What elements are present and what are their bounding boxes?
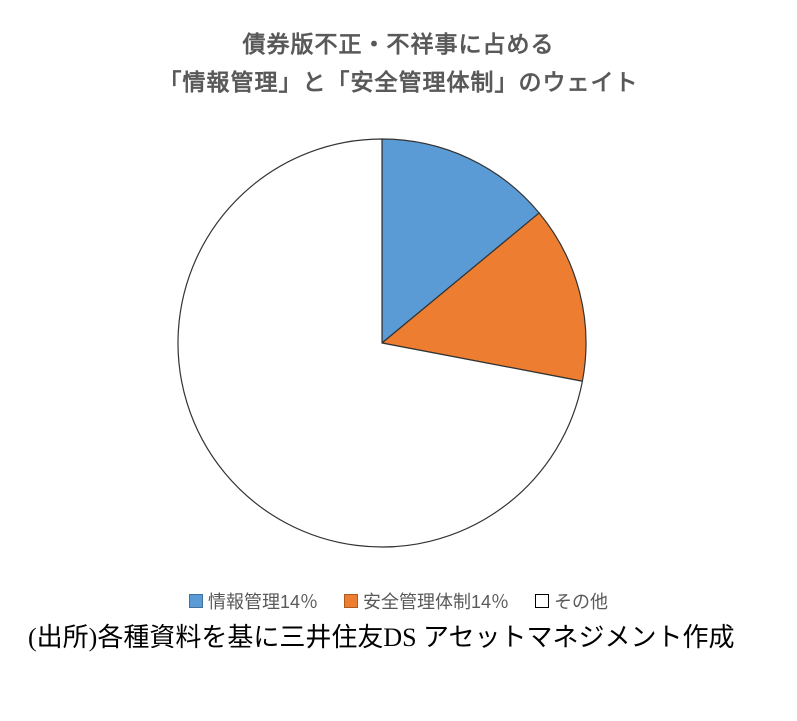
pie-slice-情報管理 bbox=[381, 138, 540, 344]
chart-title: 債券版不正・不祥事に占める 「情報管理」と「安全管理体制」のウェイト bbox=[0, 25, 797, 101]
pie-svg bbox=[177, 138, 587, 548]
chart-title-line1: 債券版不正・不祥事に占める bbox=[242, 31, 555, 57]
legend-swatch-anzen-kanri-taisei bbox=[344, 594, 358, 608]
legend-swatch-joho-kanri bbox=[188, 594, 203, 608]
legend: 情報管理14％ 安全管理体制14％ その他 bbox=[0, 588, 797, 614]
legend-item-joho-kanri: 情報管理14％ bbox=[188, 588, 318, 614]
legend-item-sonota: その他 bbox=[535, 588, 608, 614]
chart-title-line2: 「情報管理」と「安全管理体制」のウェイト bbox=[158, 69, 639, 95]
legend-label-joho-kanri: 情報管理14％ bbox=[207, 592, 318, 612]
pie-slice-その他 bbox=[177, 138, 583, 548]
legend-swatch-sonota bbox=[535, 594, 550, 608]
pie-slice-安全管理体制 bbox=[381, 212, 587, 382]
legend-item-anzen-kanri-taisei: 安全管理体制14％ bbox=[344, 588, 509, 614]
legend-label-sonota: その他 bbox=[554, 592, 609, 612]
pie-chart bbox=[170, 131, 594, 555]
source-note: (出所)各種資料を基に三井住友DS アセットマネジメント作成 bbox=[28, 623, 735, 652]
legend-label-anzen-kanri-taisei: 安全管理体制14％ bbox=[363, 592, 510, 612]
